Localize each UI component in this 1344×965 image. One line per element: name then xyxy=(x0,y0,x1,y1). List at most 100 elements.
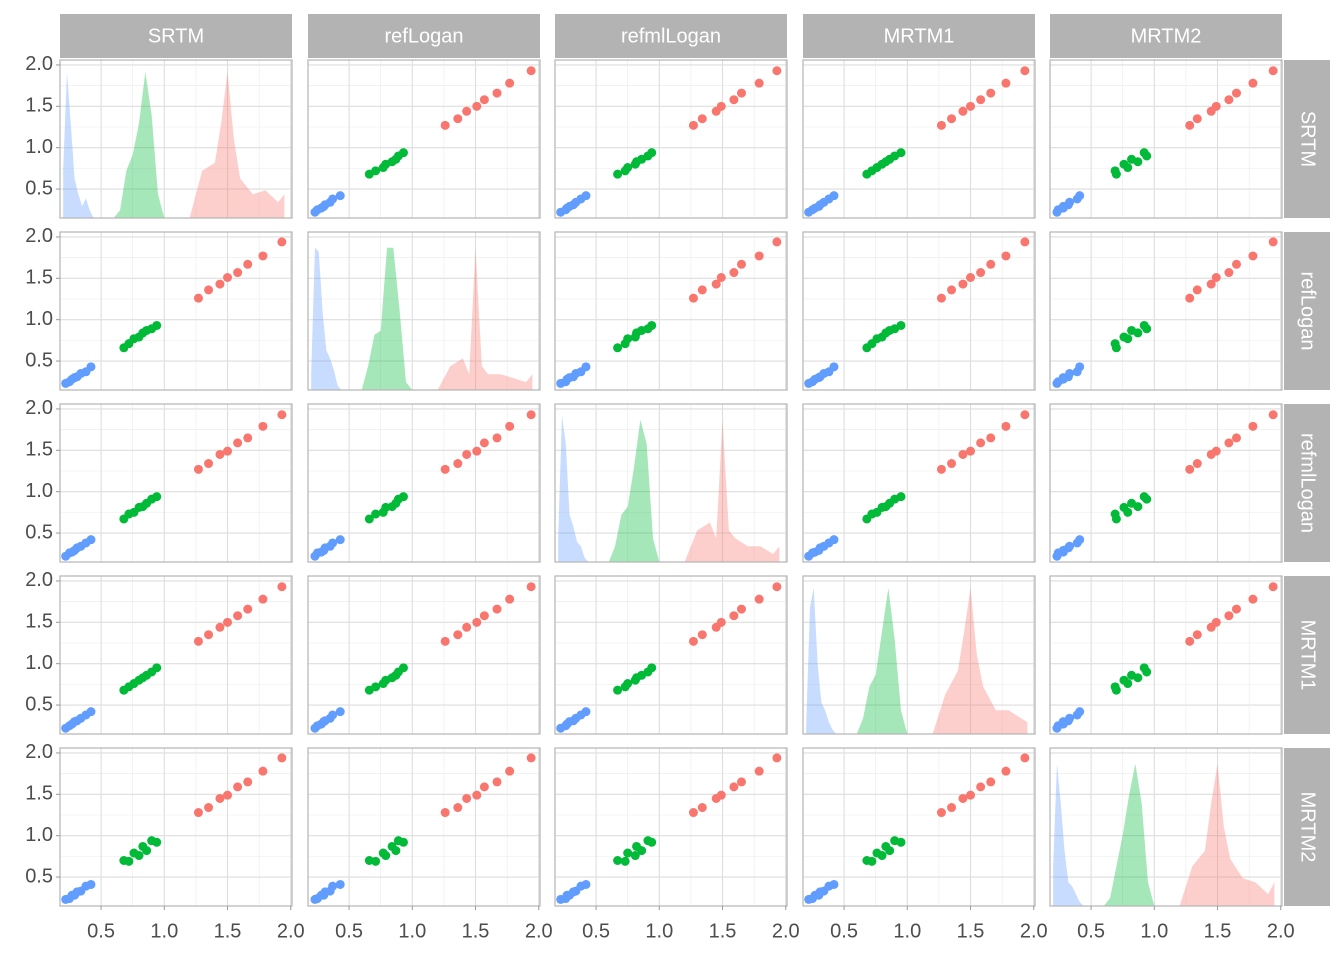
panel xyxy=(59,59,293,219)
point xyxy=(1127,498,1137,508)
point xyxy=(729,611,739,621)
point xyxy=(1185,464,1195,474)
panel-border xyxy=(802,747,1036,907)
point xyxy=(1001,421,1011,431)
point xyxy=(688,120,698,130)
point xyxy=(233,438,243,448)
panel-bg xyxy=(308,60,540,218)
point xyxy=(936,293,946,303)
point xyxy=(896,492,906,502)
y-tick-label: 2.0 xyxy=(25,741,53,763)
point xyxy=(947,459,957,469)
point xyxy=(462,449,472,459)
point xyxy=(867,856,877,866)
point xyxy=(976,438,986,448)
point xyxy=(1192,114,1202,124)
point xyxy=(223,446,233,456)
y-tick-label: 2.0 xyxy=(25,397,53,419)
x-tick-label: 2.0 xyxy=(525,920,553,942)
panel xyxy=(554,575,788,735)
point xyxy=(896,837,906,847)
panel-bg xyxy=(1050,748,1282,906)
x-tick-label: 1.5 xyxy=(957,920,985,942)
y-tick-label: 1.5 xyxy=(25,611,53,633)
point xyxy=(398,492,408,502)
x-tick-label: 0.5 xyxy=(582,920,610,942)
point xyxy=(947,803,957,813)
strip-label: SRTM xyxy=(148,25,204,47)
density-area xyxy=(1053,763,1084,906)
point xyxy=(364,514,374,524)
point xyxy=(328,710,338,720)
point xyxy=(258,766,268,776)
point xyxy=(223,272,233,282)
panel-border xyxy=(1049,59,1283,219)
panel xyxy=(59,747,293,907)
panel-border xyxy=(307,575,541,735)
point xyxy=(505,421,515,431)
point xyxy=(986,88,996,98)
panel-border xyxy=(59,403,293,563)
panel-bg xyxy=(1050,232,1282,390)
point xyxy=(134,851,144,861)
point xyxy=(1065,197,1075,207)
panel-bg xyxy=(308,748,540,906)
panel-bg xyxy=(308,576,540,734)
point xyxy=(335,879,345,889)
point xyxy=(453,459,463,469)
strip-label: refLogan xyxy=(1297,272,1319,351)
point xyxy=(233,611,243,621)
point xyxy=(526,410,536,420)
point xyxy=(328,194,338,204)
panel-border xyxy=(802,59,1036,219)
panel xyxy=(1049,231,1283,391)
point xyxy=(472,617,482,627)
panel-bg xyxy=(60,60,292,218)
density-area xyxy=(113,71,165,218)
point xyxy=(1231,259,1241,269)
point xyxy=(1248,594,1258,604)
point xyxy=(877,851,887,861)
point xyxy=(754,78,764,88)
point xyxy=(1110,166,1120,176)
point xyxy=(966,790,976,800)
point xyxy=(829,362,839,372)
point xyxy=(1119,675,1129,685)
point xyxy=(1248,251,1258,261)
point xyxy=(581,879,591,889)
point xyxy=(1268,66,1278,76)
point xyxy=(772,66,782,76)
point xyxy=(492,604,502,614)
point xyxy=(976,782,986,792)
point xyxy=(193,808,203,818)
panel-bg xyxy=(803,60,1035,218)
point xyxy=(581,707,591,717)
panel-bg xyxy=(60,748,292,906)
panel-border xyxy=(554,747,788,907)
point xyxy=(1185,636,1195,646)
x-tick-label: 1.5 xyxy=(1204,920,1232,942)
point xyxy=(215,793,225,803)
point xyxy=(711,279,721,289)
y-tick-label: 1.5 xyxy=(25,267,53,289)
panel xyxy=(554,747,788,907)
panel-bg xyxy=(803,576,1035,734)
point xyxy=(277,582,287,592)
point xyxy=(958,449,968,459)
point xyxy=(958,279,968,289)
density-area xyxy=(932,587,1028,734)
point xyxy=(1224,268,1234,278)
panel-border xyxy=(307,231,541,391)
x-tick-label: 1.0 xyxy=(893,920,921,942)
point xyxy=(243,259,253,269)
y-tick-label: 1.0 xyxy=(25,480,53,502)
x-tick-label: 1.0 xyxy=(398,920,426,942)
point xyxy=(729,95,739,105)
point xyxy=(1268,237,1278,247)
point xyxy=(479,95,489,105)
density-area xyxy=(63,71,94,218)
point xyxy=(335,535,345,545)
point xyxy=(440,636,450,646)
panel xyxy=(1049,747,1283,907)
x-tick-label: 2.0 xyxy=(772,920,800,942)
